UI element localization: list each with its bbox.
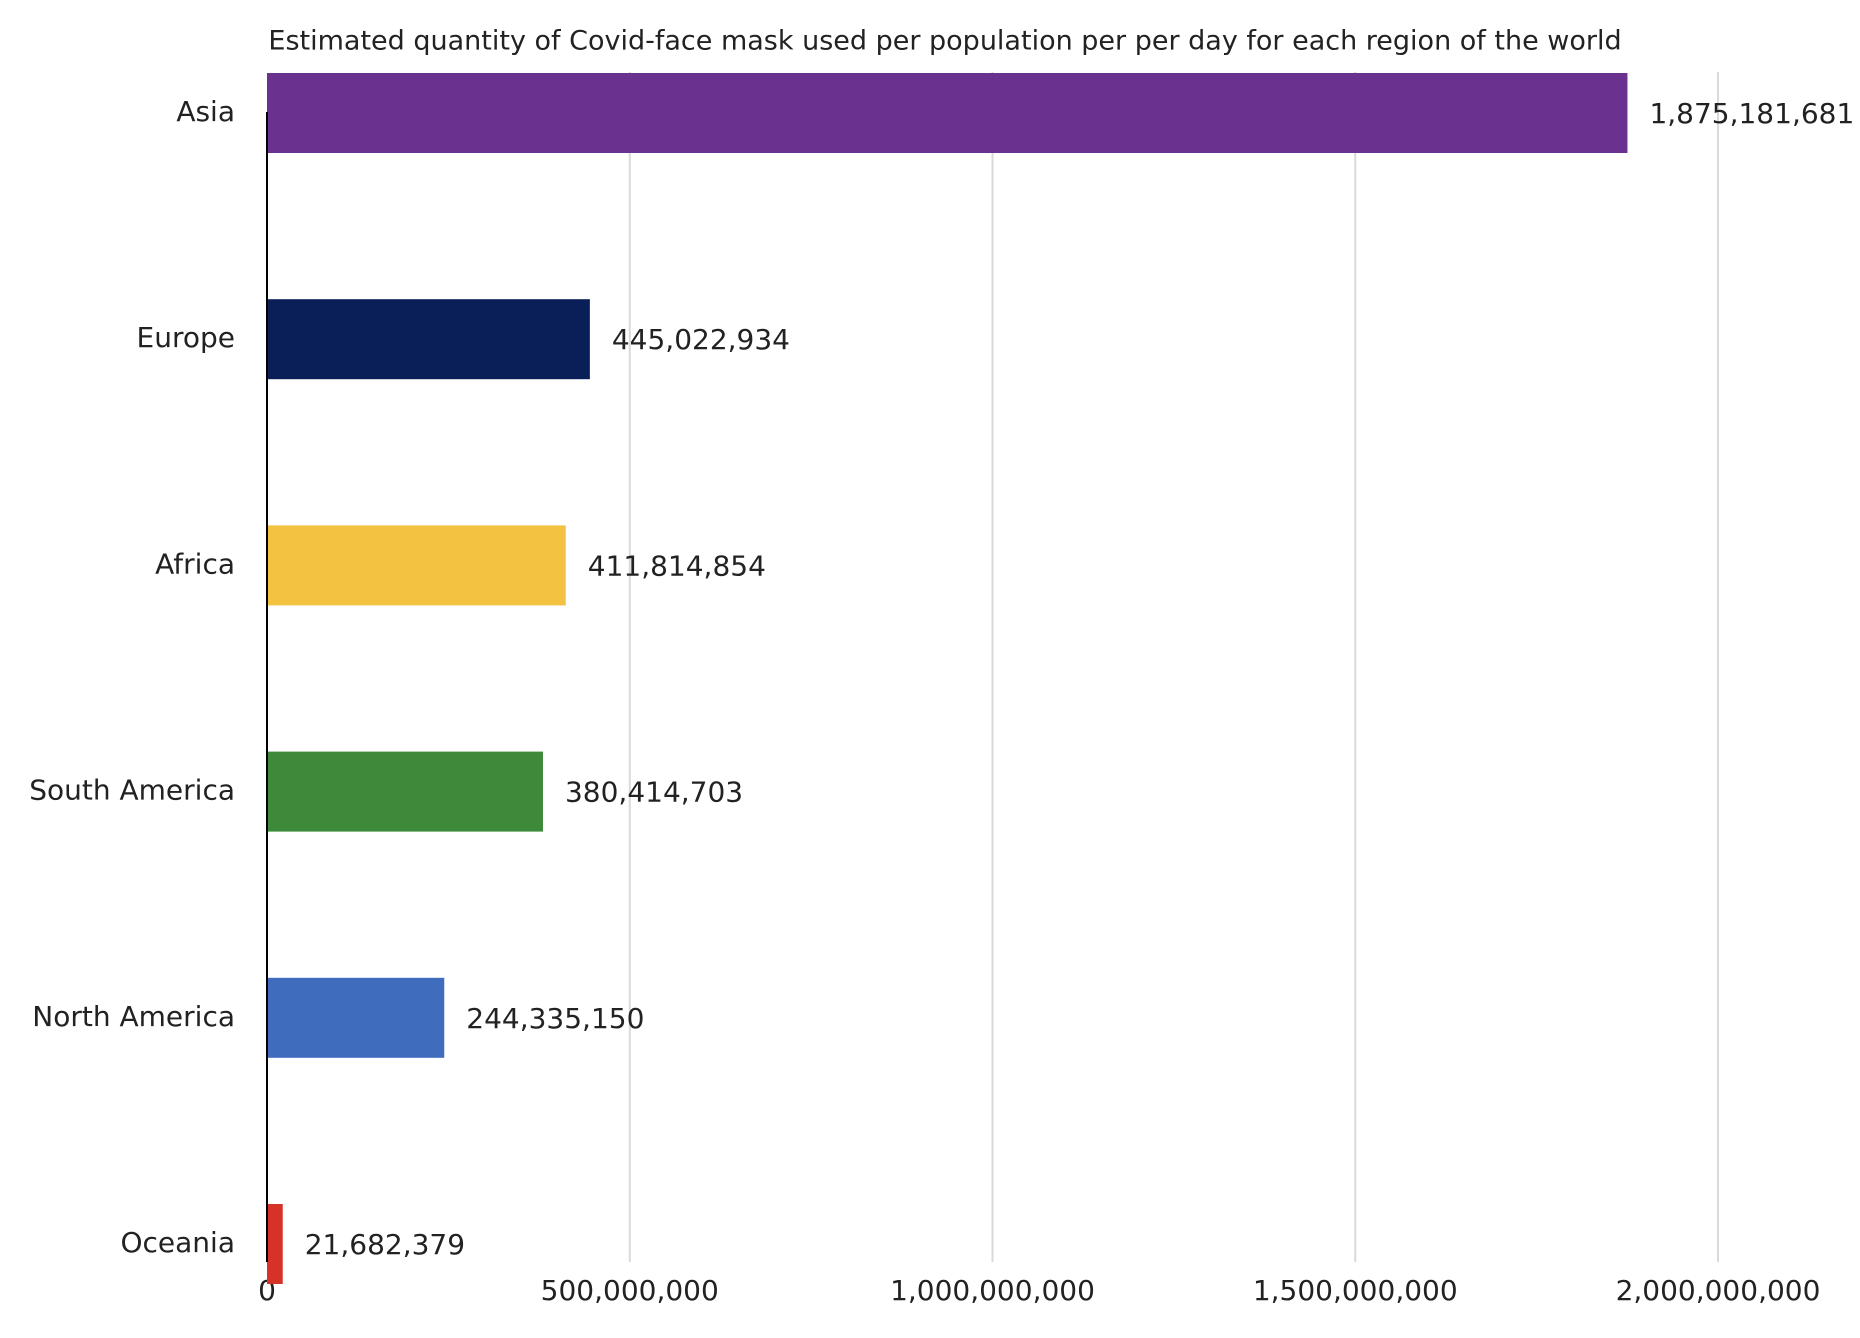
x-tick-label: 1,000,000,000 — [890, 1274, 1095, 1307]
data-label: 244,335,150 — [466, 1002, 644, 1035]
y-tick-label: Asia — [176, 95, 235, 128]
bar — [267, 73, 1628, 153]
bar — [267, 299, 590, 380]
chart-title: Estimated quantity of Covid-face mask us… — [268, 26, 1621, 57]
x-tick-label: 1,500,000,000 — [1253, 1274, 1458, 1307]
x-tick-label: 2,000,000,000 — [1616, 1274, 1821, 1307]
data-label: 380,414,703 — [565, 776, 743, 809]
y-tick-label: Europe — [137, 321, 235, 354]
data-label: 411,814,854 — [588, 549, 766, 582]
bar — [267, 525, 566, 606]
x-tick-label: 500,000,000 — [541, 1274, 719, 1307]
data-label: 1,875,181,681 — [1649, 97, 1854, 130]
data-label: 21,682,379 — [305, 1228, 465, 1261]
bar — [267, 1204, 283, 1284]
bar — [267, 751, 543, 832]
y-tick-label: Africa — [155, 547, 235, 580]
y-tick-label: North America — [32, 1000, 235, 1033]
y-tick-label: Oceania — [120, 1226, 235, 1259]
y-tick-label: South America — [29, 774, 235, 807]
bar — [267, 977, 445, 1058]
data-label: 445,022,934 — [612, 323, 790, 356]
